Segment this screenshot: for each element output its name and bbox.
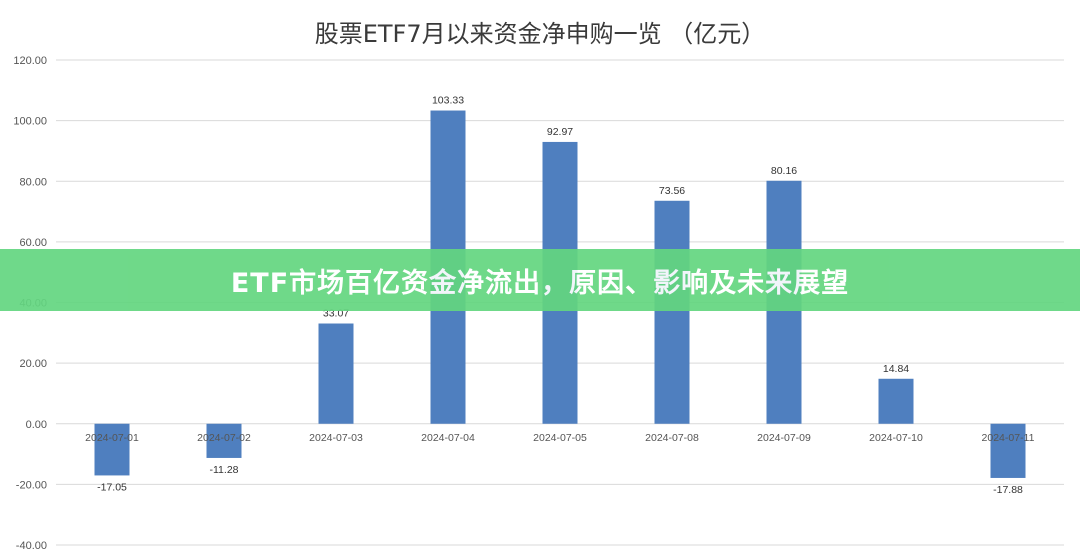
data-label: -17.05: [97, 481, 127, 493]
x-tick-label: 2024-07-03: [309, 432, 363, 444]
x-tick-label: 2024-07-02: [197, 432, 251, 444]
y-tick-label: 80.00: [19, 176, 47, 188]
bar: [990, 423, 1026, 478]
data-label: 80.16: [771, 165, 797, 177]
y-tick-label: 60.00: [19, 237, 47, 249]
data-label: 73.56: [659, 185, 685, 197]
bar: [318, 323, 354, 424]
bar: [878, 378, 914, 424]
headline-text: ETF市场百亿资金净流出，原因、影响及未来展望: [230, 267, 850, 299]
y-tick-label: 120.00: [13, 55, 47, 67]
chart-title: 股票ETF7月以来资金净申购一览 （亿元）: [314, 20, 766, 48]
x-tick-label: 2024-07-11: [982, 432, 1035, 444]
x-tick-label: 2024-07-09: [757, 432, 811, 444]
y-tick-label: 100.00: [13, 116, 47, 128]
headline-banner: ETF市场百亿资金净流出，原因、影响及未来展望: [0, 249, 1080, 311]
y-tick-label: 0.00: [26, 419, 47, 431]
data-label: 14.84: [883, 363, 909, 375]
bar: [206, 423, 242, 458]
data-label: -17.88: [993, 484, 1023, 496]
data-label: 92.97: [547, 126, 573, 138]
x-tick-label: 2024-07-10: [869, 432, 923, 444]
x-tick-label: 2024-07-08: [645, 432, 699, 444]
x-tick-label: 2024-07-01: [85, 432, 139, 444]
bar: [654, 200, 690, 424]
data-label: 103.33: [432, 95, 464, 107]
y-tick-label: 20.00: [19, 358, 47, 370]
x-tick-label: 2024-07-05: [533, 432, 587, 444]
data-label: -11.28: [210, 464, 239, 476]
x-tick-label: 2024-07-04: [421, 432, 475, 444]
y-tick-label: -40.00: [16, 540, 47, 552]
y-tick-label: -20.00: [16, 479, 47, 491]
bar: [94, 423, 130, 476]
